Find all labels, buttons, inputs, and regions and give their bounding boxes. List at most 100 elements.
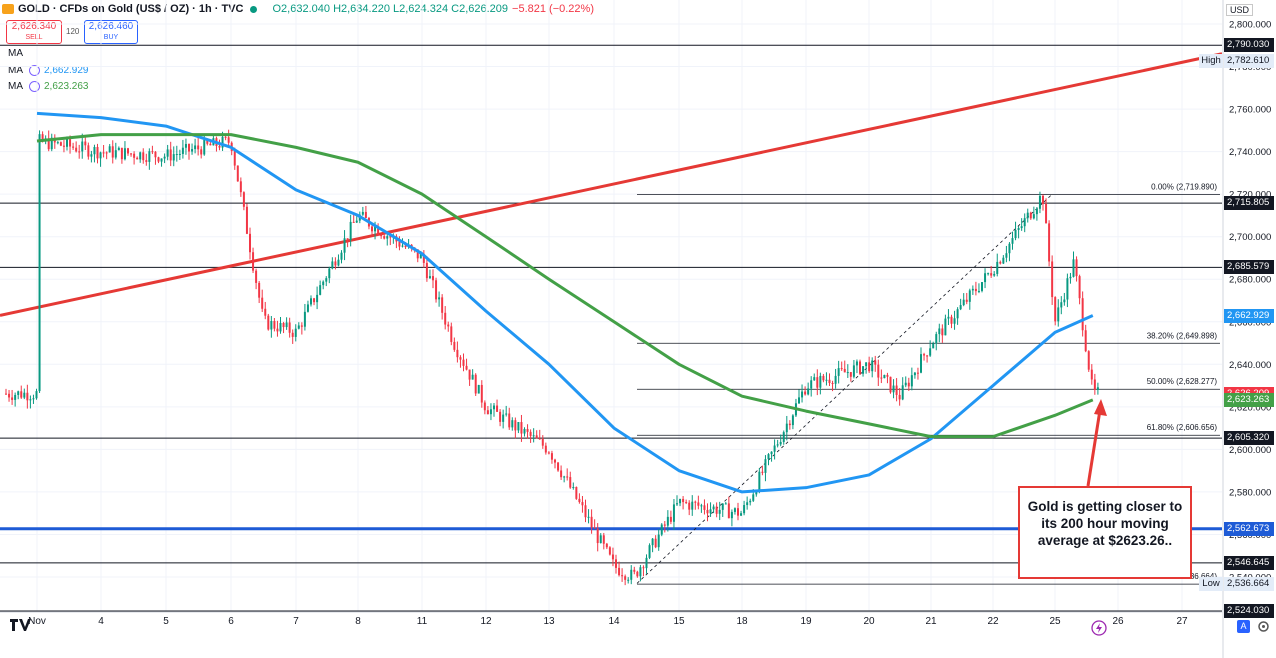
candle-body	[627, 579, 630, 581]
candle-body	[746, 502, 749, 506]
candle-body	[300, 325, 303, 327]
candle-body	[444, 312, 447, 325]
legend-ma100[interactable]: MA 2,662.929	[8, 65, 89, 76]
legend-ma200[interactable]: MA 2,623.263	[8, 81, 89, 92]
candle-body	[127, 148, 129, 154]
ma200-line	[36, 133, 1094, 439]
candle-body	[245, 206, 248, 234]
ohlc-values: O2,632.040 H2,634.220 L2,624.324 C2,626.…	[273, 3, 509, 15]
candle-body	[474, 374, 477, 394]
candle-body	[730, 511, 733, 519]
lightning-icon[interactable]	[1091, 620, 1107, 636]
candle-body	[868, 362, 871, 372]
candle-body	[255, 270, 258, 283]
legend-ma1[interactable]: MA	[8, 48, 23, 59]
candle-body	[1093, 379, 1096, 390]
candle-body	[303, 311, 306, 327]
candle-body	[904, 382, 907, 386]
settings-icon[interactable]	[29, 81, 40, 92]
candle-body	[422, 253, 425, 263]
candle-body	[855, 361, 858, 366]
candle-body	[962, 299, 965, 306]
price-tag: 2,782.610	[1224, 53, 1274, 68]
tradingview-menu-icon[interactable]	[2, 4, 14, 14]
candle-body	[224, 136, 227, 138]
sell-button[interactable]: 2,626.340 SELL	[6, 20, 62, 44]
candle-body	[178, 153, 181, 155]
candle-body	[511, 420, 514, 428]
candle-body	[87, 145, 90, 157]
candle-body	[618, 567, 621, 576]
candle-body	[679, 498, 682, 504]
candle-body	[90, 154, 93, 157]
candle-body	[920, 354, 922, 373]
time-tick-label: 21	[925, 616, 937, 627]
candle-body	[822, 375, 825, 381]
candle-body	[941, 328, 944, 336]
candle-body	[886, 374, 889, 377]
buy-button[interactable]: 2,626.460 BUY	[84, 20, 138, 44]
currency-label[interactable]: USD	[1226, 4, 1254, 16]
settings-gear-icon[interactable]	[1257, 620, 1270, 633]
candle-body	[694, 501, 697, 503]
candle-body	[779, 441, 782, 445]
legend-ma200-value: 2,623.263	[44, 81, 89, 92]
candle-body	[929, 348, 932, 356]
candle-body	[20, 391, 23, 398]
price-tag: 2,562.673	[1224, 521, 1274, 536]
buy-label: BUY	[103, 34, 119, 41]
candle-body	[175, 154, 178, 156]
price-tick-label: 2,600.000	[1229, 445, 1271, 456]
candle-body	[252, 252, 255, 271]
candle-body	[1060, 302, 1063, 308]
candle-body	[602, 535, 605, 544]
candle-body	[974, 288, 977, 292]
candle-body	[923, 354, 926, 356]
candle-body	[554, 459, 556, 463]
time-axis[interactable]: Nov 4 5 6 7 8 11 12 13 14 15 18 19 20 21 22 25 26 27	[0, 611, 1222, 627]
candle-body	[29, 399, 32, 401]
candle-body	[727, 503, 730, 519]
candle-body	[877, 364, 880, 378]
trendlines	[0, 52, 1223, 317]
tradingview-logo-icon[interactable]	[8, 616, 32, 634]
candle-body	[1063, 299, 1066, 303]
candle-body	[130, 153, 133, 155]
candle-body	[157, 157, 160, 162]
candle-body	[188, 144, 190, 152]
candle-body	[913, 372, 916, 376]
candle-body	[209, 143, 212, 146]
candle-body	[865, 362, 868, 367]
candle-body	[981, 282, 983, 291]
candle-body	[8, 393, 11, 398]
arrow-head	[1094, 399, 1107, 416]
auto-scale-button[interactable]: A	[1237, 620, 1250, 633]
candle-body	[721, 503, 724, 510]
candle-body	[1048, 223, 1051, 262]
candle-body	[1087, 351, 1090, 370]
candle-body	[700, 505, 703, 507]
ma100-line	[36, 111, 1094, 494]
candle-body	[297, 325, 300, 329]
low-value: L2,624.324	[393, 3, 449, 15]
candle-body	[578, 498, 581, 503]
candle-body	[755, 491, 758, 495]
annotation-text: Gold is getting closer to its 200 hour m…	[1027, 499, 1183, 548]
candle-body	[718, 509, 721, 514]
candle-body	[843, 368, 846, 373]
candle-body	[959, 305, 962, 310]
candle-body	[200, 149, 203, 155]
candle-body	[331, 261, 334, 269]
symbol-title[interactable]: GOLD · CFDs on Gold (US$ / OZ) · 1h · TV…	[18, 3, 244, 15]
candle-body	[120, 147, 123, 160]
candle-body	[685, 502, 688, 504]
candle-body	[648, 545, 651, 558]
price-tag: 2,536.664	[1224, 577, 1274, 592]
settings-icon[interactable]	[29, 65, 40, 76]
candle-body	[1084, 330, 1087, 352]
candle-body	[541, 438, 544, 446]
time-tick-label: 8	[355, 616, 361, 627]
candle-body	[239, 181, 242, 193]
candle-body	[328, 268, 331, 279]
